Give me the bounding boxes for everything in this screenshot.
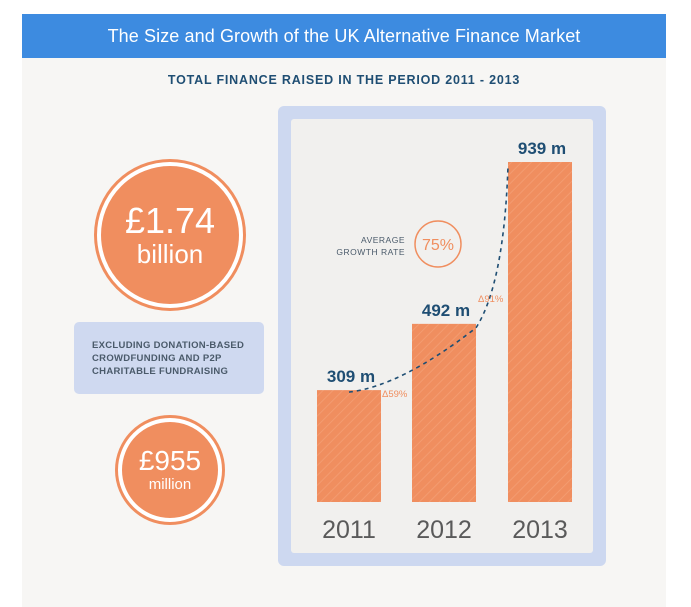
- total-amount: £1.74: [124, 200, 216, 241]
- excluded-amount-circle: £955 million: [118, 418, 222, 522]
- exclusion-note: EXCLUDING DONATION-BASED CROWDFUNDING AN…: [74, 322, 264, 394]
- excluded-unit: million: [148, 476, 192, 493]
- bar-2012: [412, 323, 476, 502]
- bar-2011: [317, 390, 381, 502]
- category-label: 2011: [322, 516, 376, 544]
- excluded-amount: £955: [138, 445, 202, 476]
- page-title: The Size and Growth of the UK Alternativ…: [107, 25, 581, 46]
- note-line: EXCLUDING DONATION-BASED: [92, 340, 245, 351]
- category-label: 2013: [512, 516, 568, 544]
- bar-value-label: 309 m: [327, 367, 375, 386]
- bar-value-label: 939 m: [518, 139, 566, 158]
- bar-value-label: 492 m: [422, 301, 470, 320]
- chart-subtitle: TOTAL FINANCE RAISED IN THE PERIOD 2011 …: [167, 73, 521, 87]
- average-growth-value: 75%: [422, 237, 454, 254]
- page-title-banner: The Size and Growth of the UK Alternativ…: [22, 14, 666, 58]
- growth-label: Δ59%: [382, 389, 408, 400]
- category-label: 2012: [416, 516, 472, 544]
- note-line: CROWDFUNDING AND P2P: [92, 353, 222, 364]
- bar-2013: [508, 162, 572, 502]
- growth-trend-line: [348, 165, 509, 393]
- average-growth: AVERAGE GROWTH RATE 75%: [336, 220, 462, 268]
- average-growth-circle: [414, 220, 462, 268]
- average-growth-label: AVERAGE: [361, 235, 405, 245]
- total-amount-circle: £1.74 billion: [97, 162, 243, 308]
- note-line: CHARITABLE FUNDRAISING: [92, 366, 229, 377]
- growth-label: Δ91%: [478, 294, 504, 305]
- total-unit: billion: [136, 239, 204, 269]
- average-growth-label: GROWTH RATE: [336, 247, 405, 257]
